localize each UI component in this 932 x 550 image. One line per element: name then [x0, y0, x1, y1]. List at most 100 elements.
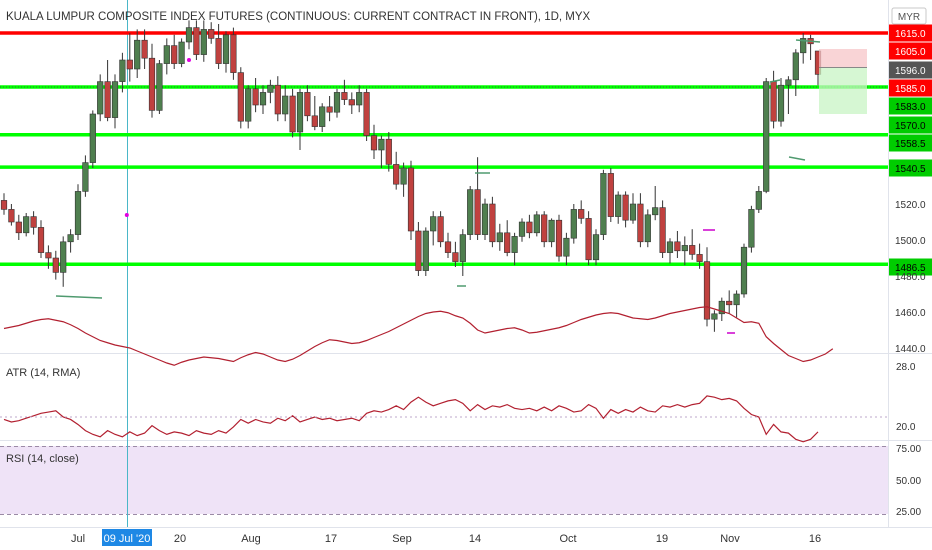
candle-body [755, 191, 762, 210]
candle [326, 96, 333, 122]
candle-body [459, 234, 466, 262]
candle [82, 155, 89, 197]
candle [393, 151, 400, 190]
price-axis-tick: 1480.0 [895, 272, 926, 283]
candle-body [615, 194, 622, 217]
atr-axis-tick: 20.0 [896, 422, 916, 433]
candle [348, 92, 355, 114]
atr-indicator [3, 306, 834, 366]
candle-body [718, 300, 725, 315]
event-marker-dot [124, 213, 129, 217]
candle [733, 290, 740, 318]
marker-line [795, 39, 821, 43]
candle-body [489, 203, 496, 243]
time-axis-label: 20 [174, 533, 186, 545]
candle [156, 60, 163, 114]
candle-body [326, 106, 333, 113]
candle-body [711, 313, 718, 320]
candle [370, 124, 378, 159]
candle [141, 29, 148, 69]
candle-body [777, 84, 785, 122]
candle-body [178, 41, 185, 64]
candle [622, 191, 629, 228]
price-label-badge [889, 79, 932, 97]
candle-body [407, 167, 415, 232]
candle [629, 193, 637, 224]
candle [230, 27, 237, 80]
candle-body [45, 252, 52, 259]
candle [452, 241, 459, 267]
time-axis-label: 16 [809, 533, 821, 545]
candle [341, 79, 348, 105]
candle [252, 78, 259, 113]
candle [267, 79, 274, 104]
candle [178, 38, 185, 68]
horizontal-levels [0, 31, 888, 267]
candle [740, 243, 748, 298]
candle [422, 227, 429, 276]
price-axis-tick: 1540.5 [895, 164, 926, 175]
position-stop-zone [819, 49, 867, 67]
rsi-axis-tick: 75.00 [896, 444, 921, 455]
candle [289, 88, 296, 138]
candle [504, 220, 511, 257]
candle [208, 22, 215, 44]
candle [800, 33, 807, 64]
candle [533, 211, 540, 237]
candle-body [622, 194, 629, 221]
candle-body [511, 236, 518, 253]
price-label-badge [889, 116, 932, 134]
candle [777, 78, 785, 127]
candle [555, 214, 563, 262]
candle-body [385, 138, 392, 165]
candle-body [37, 227, 45, 253]
candle-body [496, 232, 503, 243]
time-axis[interactable]: Jul 09 Jul '20 20 Aug 17 Sep 14 Oct 19 N… [71, 529, 821, 546]
candle [245, 85, 252, 129]
marker-line [769, 79, 781, 83]
rsi-indicator [0, 395, 888, 443]
candle [60, 236, 67, 287]
candle-body [348, 99, 355, 106]
candle-body [104, 81, 111, 118]
candle [185, 20, 193, 50]
candle-body [800, 38, 807, 54]
candle [163, 38, 170, 75]
price-label-badge [889, 97, 932, 115]
candle [378, 135, 385, 168]
candle [215, 24, 222, 69]
candle [407, 160, 415, 240]
candle [666, 238, 674, 264]
candle-body [267, 84, 274, 93]
atr-axis-tick: 28.0 [896, 362, 916, 373]
candle-body [230, 34, 237, 73]
time-axis-label: Nov [720, 533, 740, 545]
candle-body [437, 216, 444, 243]
candle-body [141, 39, 148, 59]
candle-body [319, 106, 326, 127]
candle [607, 168, 614, 222]
price-axis[interactable]: 1615.0 1605.0 1596.0 1585.0 1583.0 1570.0 1558… [889, 24, 932, 356]
candle [430, 211, 437, 246]
candle-body [393, 164, 400, 185]
rsi-band [0, 446, 888, 514]
candle-body [333, 92, 341, 113]
marker-line [55, 295, 103, 299]
candle [474, 157, 481, 240]
candle-body [563, 237, 570, 257]
candle [659, 200, 666, 258]
rsi-axis-tick: 25.00 [896, 507, 921, 518]
candle [333, 88, 341, 118]
event-marker-dot [187, 58, 191, 62]
rsi-legend-label[interactable]: RSI (14, close) [6, 453, 79, 465]
candle-body [578, 209, 585, 219]
candle [726, 290, 733, 314]
candle-body [400, 167, 407, 185]
candle-body [681, 245, 688, 252]
atr-legend-label[interactable]: ATR (14, RMA) [6, 367, 80, 379]
candle [23, 213, 30, 237]
currency-badge[interactable] [891, 7, 927, 25]
time-axis-label: Sep [392, 533, 412, 545]
candle-body [570, 209, 577, 239]
